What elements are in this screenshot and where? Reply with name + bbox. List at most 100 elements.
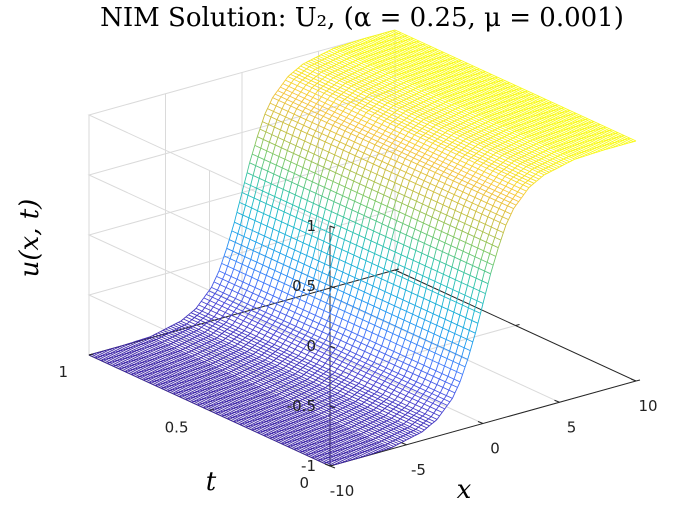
mesh-segment <box>373 381 377 386</box>
mesh-segment <box>413 325 417 335</box>
mesh-segment <box>439 412 443 417</box>
mesh-segment <box>480 303 484 314</box>
mesh-segment <box>321 326 326 332</box>
mesh-segment <box>376 127 380 132</box>
mesh-segment <box>409 398 413 403</box>
mesh-segment <box>300 187 305 198</box>
mesh-segment <box>305 294 309 303</box>
mesh-segment <box>273 358 277 361</box>
mesh-segment <box>441 242 446 252</box>
mesh-segment <box>424 373 428 380</box>
mesh-segment <box>526 171 530 174</box>
mesh-segment <box>327 328 332 335</box>
mesh-segment <box>282 116 287 123</box>
mesh-segment <box>408 388 412 393</box>
mesh-segment <box>444 177 448 184</box>
mesh-segment <box>348 85 352 89</box>
mesh-line-t <box>229 239 471 352</box>
mesh-segment <box>295 261 299 271</box>
mesh-segment <box>395 404 399 408</box>
mesh-segment <box>427 245 431 257</box>
mesh-segment <box>267 328 271 333</box>
mesh-segment <box>458 282 462 293</box>
mesh-line-t <box>152 335 394 447</box>
mesh-segment <box>304 200 308 211</box>
mesh-segment <box>261 113 266 122</box>
mesh-segment <box>388 314 393 324</box>
mesh-segment <box>333 315 337 324</box>
mesh-segment <box>279 83 284 88</box>
mesh-segment <box>345 274 350 284</box>
mesh-segment <box>249 292 254 299</box>
mesh-segment <box>245 313 249 318</box>
mesh-segment <box>448 161 452 166</box>
mesh-segment <box>368 240 372 251</box>
mesh-segment <box>324 198 329 209</box>
mesh-segment <box>376 166 380 175</box>
mesh-segment <box>466 143 470 147</box>
mesh-segment <box>273 105 277 112</box>
mesh-segment <box>420 422 424 426</box>
mesh-segment <box>282 358 286 362</box>
mesh-segment <box>370 124 374 129</box>
mesh-segment <box>346 219 350 230</box>
mesh-segment <box>396 155 400 162</box>
mesh-segment <box>381 120 385 125</box>
mesh-segment <box>458 213 462 221</box>
mesh-segment <box>415 426 419 430</box>
mesh-segment <box>301 374 305 377</box>
mesh-segment <box>263 321 267 326</box>
mesh-segment <box>360 394 364 398</box>
mesh-segment <box>485 283 489 294</box>
mesh-segment <box>462 366 466 375</box>
mesh-segment <box>313 146 318 155</box>
mesh-segment <box>315 260 320 270</box>
mesh-segment <box>355 95 359 99</box>
mesh-line-t <box>223 255 466 368</box>
mesh-segment <box>306 369 310 373</box>
mesh-segment <box>243 290 248 296</box>
mesh-segment <box>313 328 317 335</box>
mesh-line-t <box>203 297 445 410</box>
mesh-segment <box>380 194 385 204</box>
mesh-segment <box>214 289 218 294</box>
mesh-segment <box>328 144 332 153</box>
mesh-segment <box>381 338 385 346</box>
mesh-segment <box>384 163 389 170</box>
mesh-segment <box>274 186 278 197</box>
mesh-segment <box>246 239 251 249</box>
mesh-segment <box>256 253 260 263</box>
mesh-segment <box>249 230 253 240</box>
mesh-segment <box>344 252 349 263</box>
mesh-segment <box>297 315 302 321</box>
mesh-segment <box>229 324 233 328</box>
mesh-segment <box>314 113 318 118</box>
mesh-segment <box>410 157 415 162</box>
mesh-segment <box>320 85 324 89</box>
mesh-line-t <box>134 341 377 454</box>
mesh-segment <box>468 245 473 255</box>
mesh-segment <box>410 208 415 218</box>
mesh-segment <box>410 190 414 199</box>
mesh-segment <box>235 327 239 331</box>
mesh-segment <box>336 326 340 333</box>
mesh-segment <box>278 323 282 328</box>
mesh-segment <box>418 308 422 318</box>
mesh-line-t <box>139 339 382 452</box>
mesh-segment <box>393 126 397 131</box>
mesh-segment <box>376 308 381 318</box>
mesh-segment <box>346 152 350 161</box>
mesh-line-t <box>119 346 361 458</box>
mesh-segment <box>281 283 285 292</box>
mesh-segment <box>243 317 247 322</box>
mesh-segment <box>408 129 412 133</box>
mesh-segment <box>267 301 272 308</box>
mesh-segment <box>300 125 305 131</box>
mesh-segment <box>396 211 400 221</box>
mesh-segment <box>285 76 289 81</box>
mesh-segment <box>274 90 279 95</box>
mesh-segment <box>357 327 361 335</box>
mesh-segment <box>507 202 511 207</box>
mesh-segment <box>341 239 345 250</box>
mesh-segment <box>345 198 350 208</box>
